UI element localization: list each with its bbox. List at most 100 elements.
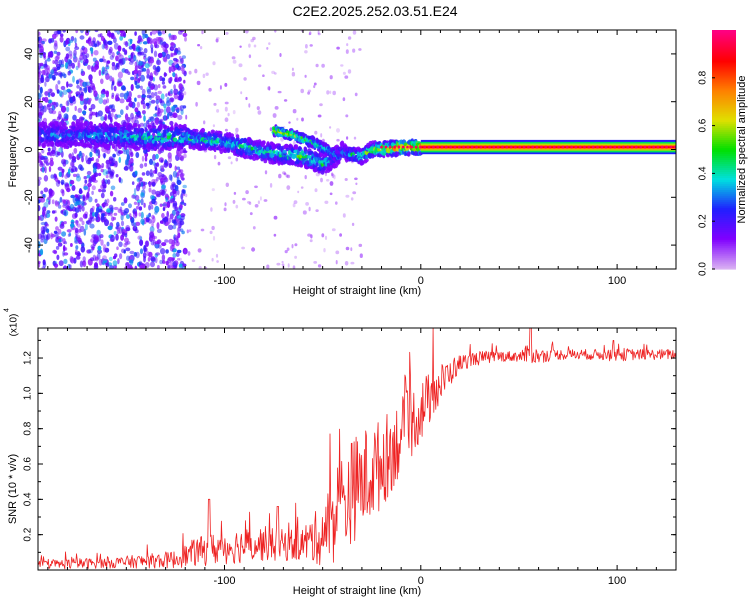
ridge-cell — [241, 149, 246, 155]
noise-cell — [82, 59, 86, 66]
noise-cell — [88, 217, 92, 222]
noise-cell — [166, 112, 170, 120]
noise-cell — [285, 174, 289, 178]
noise-cell — [170, 174, 173, 182]
noise-cell — [235, 204, 239, 209]
noise-cell — [130, 76, 135, 81]
noise-cell — [48, 166, 52, 173]
noise-cell — [161, 254, 166, 262]
noise-cell — [44, 96, 49, 103]
noise-cell — [38, 215, 41, 221]
noise-cell — [176, 206, 180, 210]
noise-cell — [92, 66, 97, 73]
noise-cell — [98, 188, 102, 193]
noise-cell — [78, 205, 82, 213]
noise-cell — [66, 229, 72, 233]
noise-cell — [180, 109, 184, 115]
noise-cell — [120, 220, 125, 227]
noise-cell — [123, 243, 127, 248]
noise-cell — [109, 190, 114, 197]
ridge-cell — [79, 136, 83, 141]
noise-cell — [173, 261, 177, 266]
colorbar-cell — [712, 39, 736, 43]
noise-cell — [43, 187, 49, 193]
noise-cell — [101, 189, 106, 193]
noise-cell — [77, 60, 80, 68]
noise-cell — [81, 110, 87, 115]
noise-cell — [248, 54, 252, 59]
noise-cell — [161, 184, 167, 189]
ridge-cell — [358, 149, 362, 153]
noise-cell — [50, 69, 54, 75]
band-peak — [410, 145, 414, 149]
noise-cell — [291, 71, 296, 77]
noise-cell — [123, 249, 126, 254]
ridge-cell — [282, 159, 287, 164]
band-peak — [574, 145, 578, 149]
colorbar-cell — [712, 189, 736, 192]
noise-cell — [115, 226, 119, 230]
band-peak — [488, 145, 491, 149]
noise-cell — [108, 170, 114, 175]
noise-cell — [329, 75, 333, 80]
band-peak — [501, 145, 504, 149]
noise-cell — [336, 46, 340, 50]
noise-cell — [304, 175, 307, 180]
noise-cell — [69, 39, 74, 43]
ridge-cell — [59, 125, 63, 131]
ridge-cell — [79, 139, 85, 144]
noise-cell — [67, 168, 71, 175]
noise-cell — [90, 257, 95, 262]
noise-cell — [180, 215, 185, 221]
noise-cell — [43, 63, 48, 70]
noise-cell — [101, 179, 105, 184]
noise-cell — [225, 32, 229, 35]
noise-cell — [120, 214, 124, 221]
noise-cell — [72, 196, 76, 203]
colorbar-cell — [712, 267, 736, 270]
noise-cell — [162, 115, 168, 121]
ridge-cell — [386, 154, 390, 158]
noise-cell — [173, 88, 179, 96]
noise-cell — [159, 259, 164, 265]
noise-cell — [212, 124, 215, 128]
noise-cell — [98, 258, 103, 266]
band-peak — [414, 145, 418, 149]
y-tick-label: 0 — [23, 146, 35, 152]
noise-cell — [41, 149, 45, 154]
noise-cell — [96, 40, 100, 47]
ridge-cell — [162, 131, 166, 138]
noise-cell — [174, 64, 178, 68]
y-tick-label: 0.4 — [23, 492, 34, 506]
colorbar-cell — [712, 135, 736, 139]
noise-cell — [139, 51, 145, 56]
band-peak — [652, 145, 655, 149]
noise-cell — [69, 203, 75, 210]
noise-cell — [286, 185, 291, 191]
noise-cell — [107, 30, 111, 33]
figure-title: C2E2.2025.252.03.51.E24 — [292, 3, 458, 19]
band-peak — [427, 145, 431, 149]
noise-cell — [116, 114, 122, 118]
noise-cell — [78, 164, 83, 170]
band-peak — [673, 145, 676, 149]
noise-cell — [177, 153, 181, 158]
noise-cell — [80, 200, 85, 207]
band-peak — [527, 145, 530, 149]
noise-cell — [264, 170, 268, 175]
ridge-cell — [58, 141, 62, 147]
noise-cell — [254, 204, 259, 208]
noise-cell — [57, 180, 61, 184]
x-tick-label: 0 — [418, 275, 424, 287]
ridge-cell — [135, 127, 139, 133]
noise-cell — [38, 176, 42, 181]
noise-cell — [114, 94, 119, 102]
noise-cell — [61, 231, 67, 237]
noise-cell — [58, 171, 62, 178]
noise-cell — [155, 252, 161, 256]
noise-cell — [48, 73, 51, 80]
noise-cell — [149, 226, 155, 233]
ridge-cell — [79, 128, 84, 133]
noise-cell — [216, 109, 220, 113]
noise-cell — [73, 49, 77, 57]
